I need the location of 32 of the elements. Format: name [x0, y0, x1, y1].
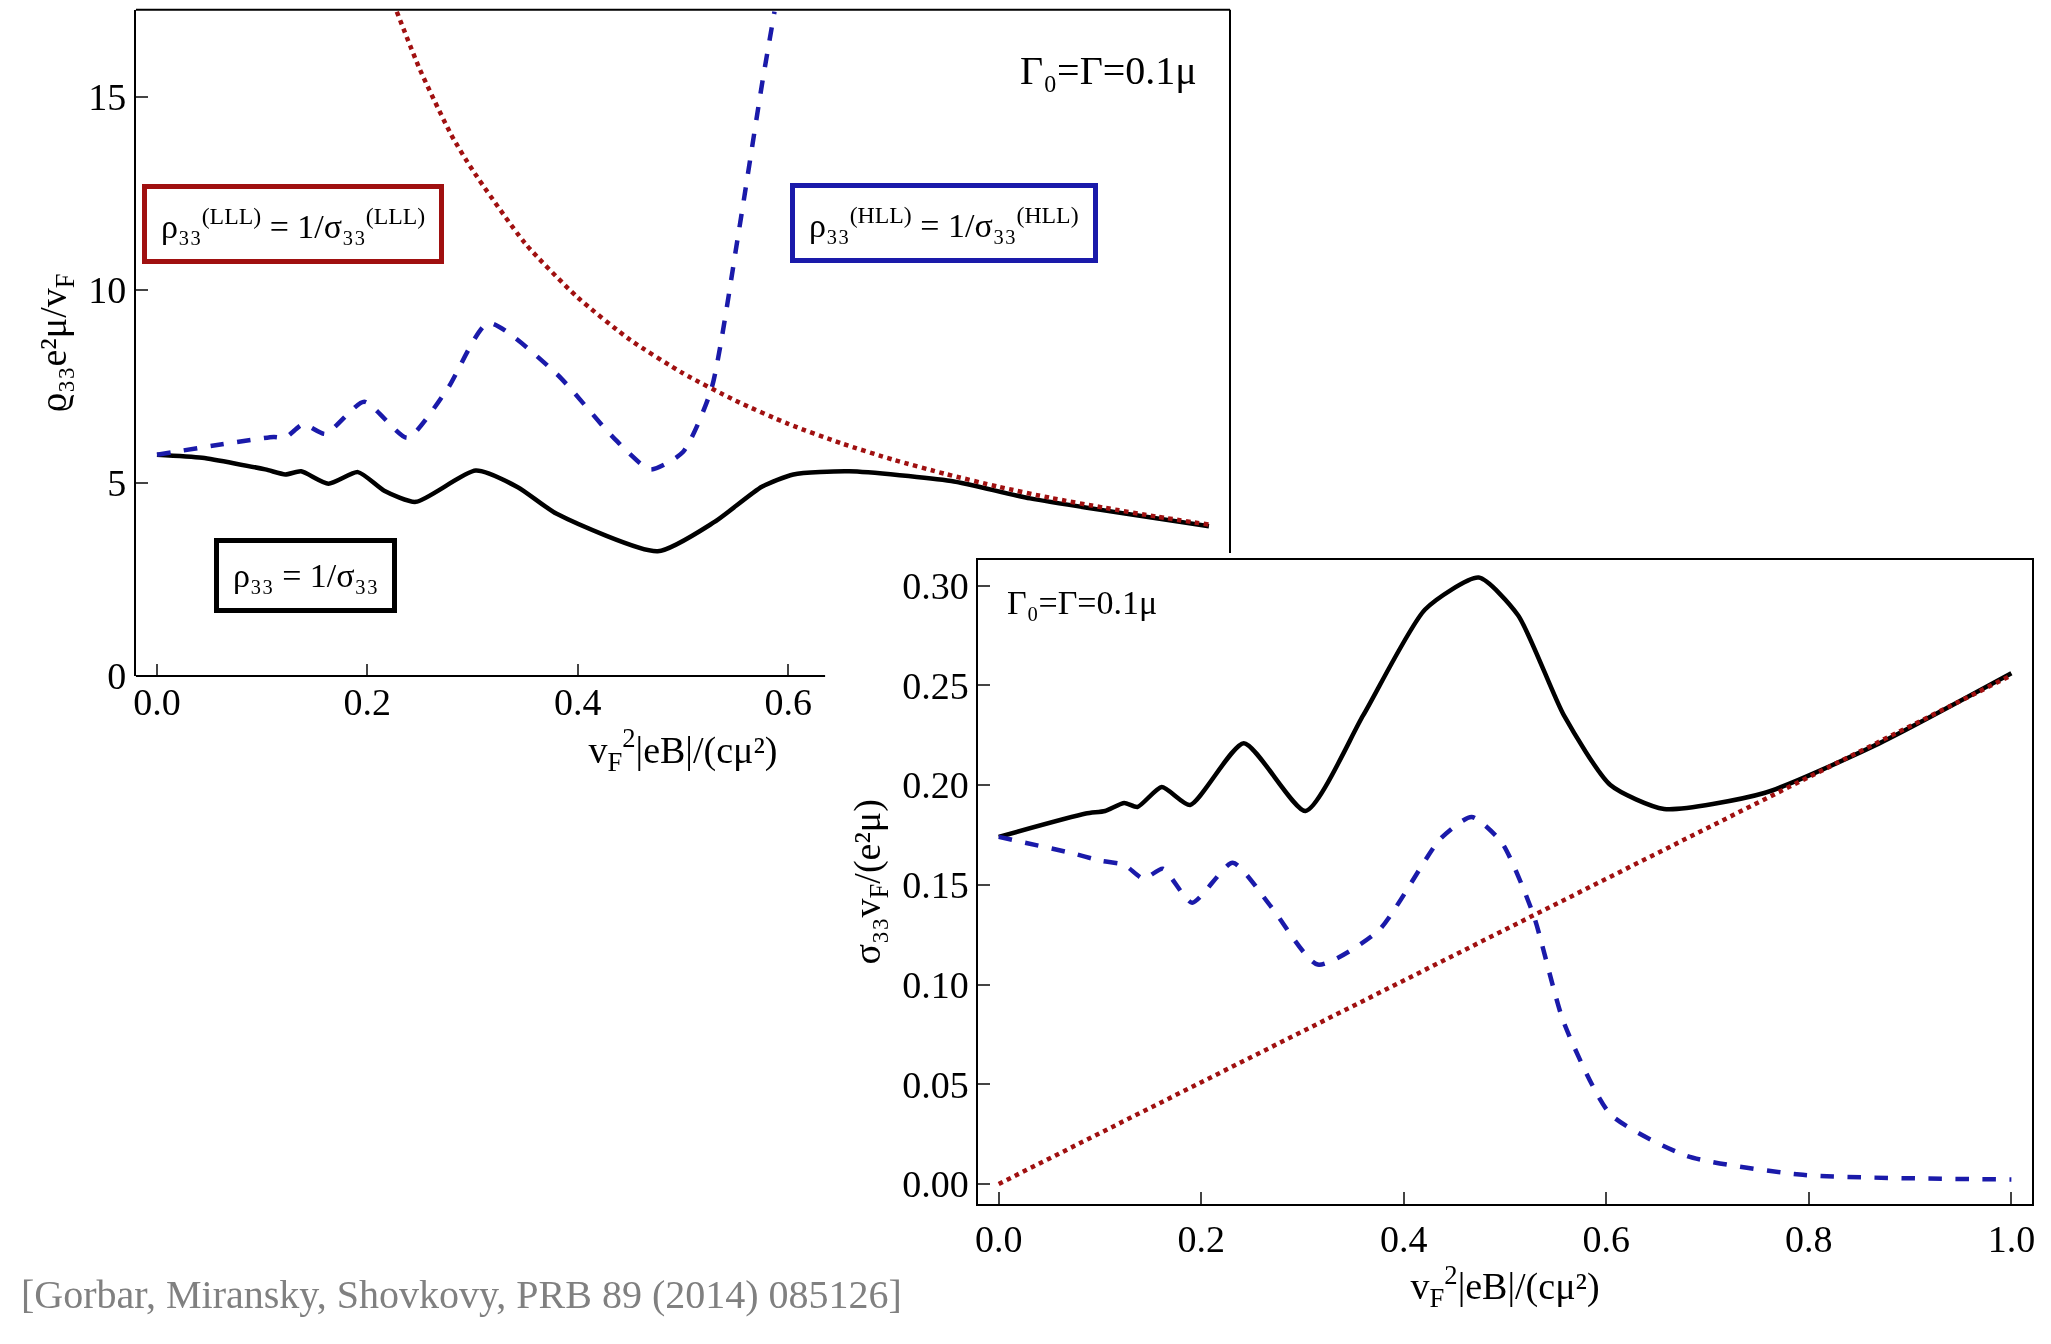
- line-series: [154, 9, 777, 472]
- x-tick-label: 0.2: [1177, 1217, 1226, 1260]
- line-series: [996, 814, 2014, 1182]
- y-tick-label: 0.10: [902, 963, 969, 1006]
- y-tick-label: 5: [107, 462, 127, 505]
- annotation: Γ₀=Γ=0.1μ: [1007, 584, 1158, 621]
- x-tick-label: 0.8: [1785, 1217, 1833, 1260]
- y-tick-label: 0.00: [902, 1163, 969, 1206]
- x-tick-label: 0.0: [133, 681, 181, 724]
- x-tick-label: 0.4: [1380, 1217, 1428, 1260]
- y-tick-label: 0: [107, 655, 127, 698]
- text: [Gorbar, Miransky, Shovkovy, PRB 89 (2014) 085126]: [21, 1272, 902, 1317]
- y-tick-label: 0.30: [902, 564, 969, 607]
- series-label: ρ₃₃$^{(LLL)}$ = 1/σ₃₃$^{(LLL)}$: [161, 203, 426, 246]
- y-tick-label: 0.15: [902, 864, 969, 907]
- y-tick-label: 0.25: [902, 664, 969, 707]
- x-tick-label: 1.0: [1987, 1217, 2036, 1260]
- y-tick-label: 10: [88, 269, 127, 312]
- x-tick-label: 0.6: [1582, 1217, 1631, 1260]
- y-tick-label: 0.05: [902, 1063, 969, 1106]
- x-tick-label: 0.0: [974, 1217, 1023, 1260]
- series-label: ρ₃₃ = 1/σ₃₃: [233, 557, 379, 594]
- annotation: Γ₀=Γ=0.1μ: [1020, 48, 1197, 93]
- y-tick-label: 0.20: [902, 764, 969, 807]
- series-label: ρ₃₃$^{(HLL)}$ = 1/σ₃₃$^{(HLL)}$: [809, 202, 1079, 245]
- x-axis-title: v$_{F}$$^{2}$|eB|/(cμ²): [588, 723, 778, 777]
- x-tick-label: 0.2: [343, 681, 392, 724]
- x-axis-title: v$_{F}$$^{2}$|eB|/(cμ²): [1410, 1259, 1600, 1314]
- line-series: [996, 575, 2014, 840]
- x-tick-label: 0.6: [764, 681, 812, 724]
- y-tick-label: 15: [88, 75, 127, 118]
- x-tick-label: 0.4: [554, 681, 602, 724]
